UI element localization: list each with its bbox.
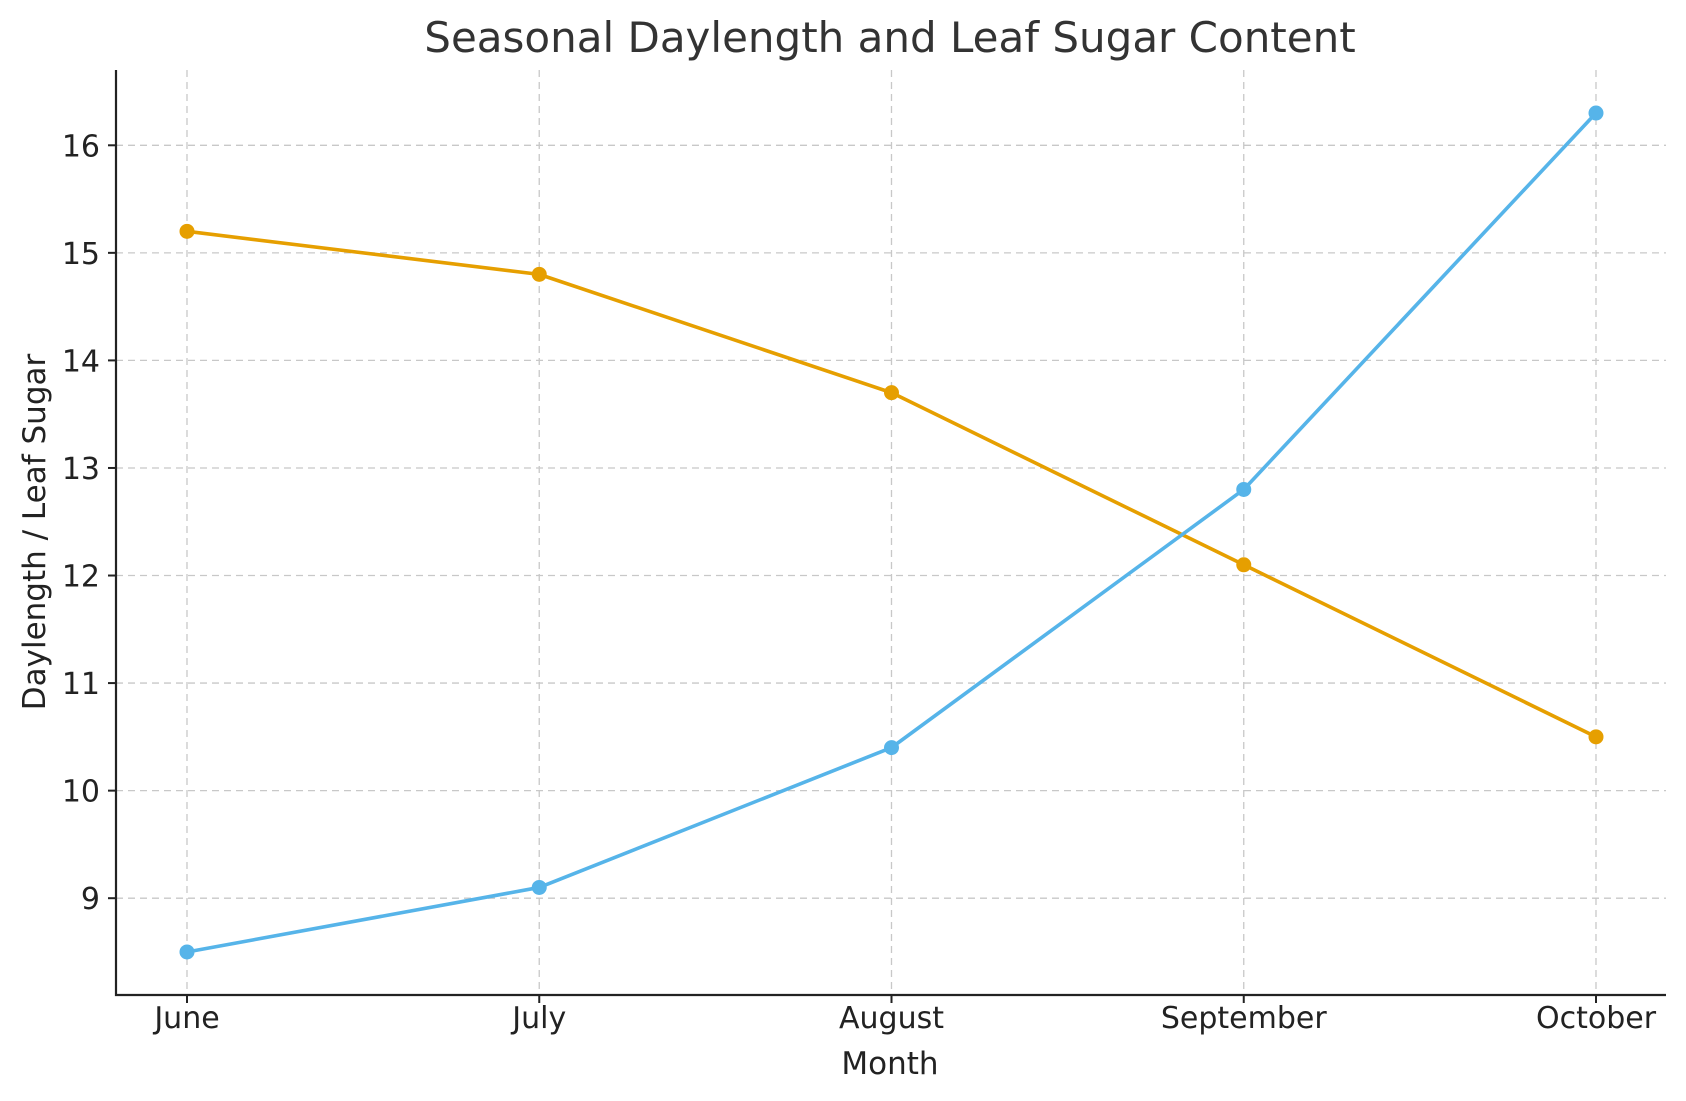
x-axis-label: Month: [841, 1046, 938, 1082]
x-tick-label: September: [1161, 1001, 1327, 1036]
series-1-point: [1236, 557, 1252, 573]
series-2-point: [884, 740, 899, 756]
y-tick-label: 13: [62, 452, 100, 487]
grid: [116, 70, 1666, 995]
x-tick-label: August: [839, 1001, 944, 1036]
axes-frame: [114, 70, 1666, 997]
y-axis-label: Daylength / Leaf Sugar: [17, 354, 53, 711]
x-tick-label: July: [510, 1001, 566, 1036]
series-2: [179, 105, 1604, 960]
series-1: [179, 223, 1604, 745]
series-1-point: [179, 223, 195, 239]
series-1-point: [884, 385, 899, 401]
series-layer: [179, 105, 1604, 960]
chart-title: Seasonal Daylength and Leaf Sugar Conten…: [424, 13, 1355, 62]
series-2-point: [1588, 105, 1604, 121]
x-tick-label: June: [152, 1001, 219, 1036]
series-1-point: [531, 266, 547, 282]
series-2-point: [179, 944, 195, 960]
y-tick-label: 12: [62, 560, 100, 595]
y-tick-label: 16: [62, 129, 100, 164]
y-tick-label: 14: [62, 344, 100, 379]
y-tick-label: 10: [62, 775, 100, 810]
y-tick-labels: 9 10 11 12 13 14 15 16: [62, 129, 100, 917]
axes: [108, 70, 1666, 1003]
x-tick-label: October: [1536, 1001, 1657, 1036]
series-2-point: [1236, 481, 1252, 497]
series-2-point: [531, 879, 547, 895]
y-tick-label: 11: [62, 667, 100, 702]
y-tick-label: 15: [62, 237, 100, 272]
x-tick-labels: June July August September October: [152, 1001, 1656, 1036]
y-tick-label: 9: [81, 882, 100, 917]
series-1-point: [1588, 729, 1604, 745]
